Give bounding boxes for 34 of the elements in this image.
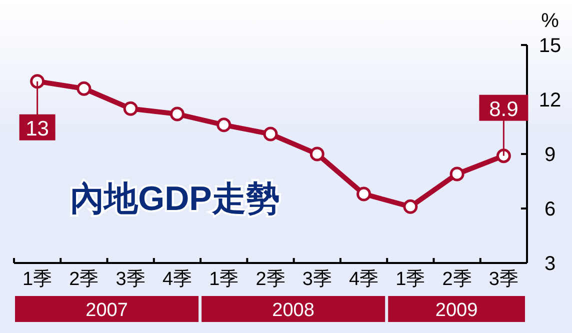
y-tick-label: 6: [544, 198, 556, 220]
point: [263, 126, 278, 142]
x-tick-label: 1季: [396, 269, 426, 290]
x-tick-label: 4季: [348, 269, 379, 290]
x-tick-label: 3季: [488, 269, 518, 290]
point: [123, 101, 138, 116]
x-tick-label: 1季: [209, 269, 239, 290]
point: [403, 199, 418, 214]
text: 2009: [435, 300, 478, 321]
data-label: 13: [26, 117, 49, 140]
y-tick-label: 15: [538, 35, 562, 57]
x-tick-label: 4季: [162, 269, 192, 290]
point: [76, 81, 92, 96]
x-tick-label: 2季: [256, 269, 286, 290]
point: [170, 106, 184, 122]
point: [216, 118, 232, 132]
point: [356, 186, 372, 202]
data-label: 8.9: [489, 98, 518, 121]
text: 2007: [86, 300, 128, 321]
y-tick-label: 3: [544, 253, 556, 275]
text: 內地GDP走勢: [70, 180, 280, 218]
point: [450, 166, 464, 182]
point: [496, 148, 511, 164]
x-tick-label: 3季: [302, 269, 332, 290]
point: [310, 146, 324, 162]
y-tick-label: 9: [544, 144, 556, 166]
x-tick-label: 2季: [442, 269, 472, 290]
point: [30, 74, 45, 89]
x-tick-label: 3季: [116, 269, 146, 290]
x-tick-label: 2季: [69, 269, 99, 290]
y-axis-title: %: [541, 10, 560, 32]
y-tick-label: 12: [538, 90, 562, 112]
x-tick-label: 1季: [22, 269, 52, 290]
text: 2008: [272, 300, 314, 321]
